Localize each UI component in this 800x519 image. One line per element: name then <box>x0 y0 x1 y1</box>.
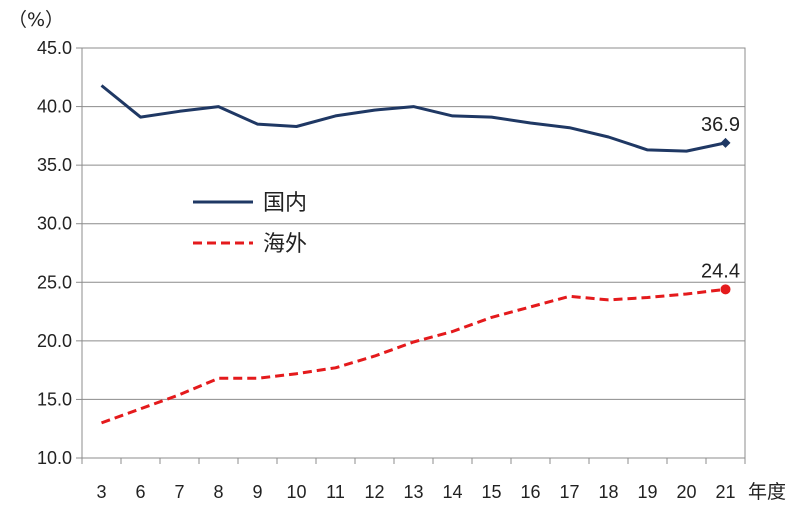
y-tick-label: 40.0 <box>37 97 72 117</box>
series-lines: 36.9 24.4 <box>100 84 740 425</box>
x-tick-label: 10 <box>286 482 306 502</box>
data-label: 36.9 <box>701 114 740 136</box>
x-tick-label: 6 <box>135 482 145 502</box>
y-tick-label: 10.0 <box>37 448 72 468</box>
x-tick-label: 15 <box>481 482 501 502</box>
series-line-2 <box>100 287 726 425</box>
y-tick-label: 15.0 <box>37 389 72 409</box>
y-tick-label: 35.0 <box>37 155 72 175</box>
x-tick-label: 20 <box>676 482 696 502</box>
plot-frame <box>81 47 746 459</box>
x-tick-label: 17 <box>559 482 579 502</box>
x-unit-label: 年度 <box>748 481 786 503</box>
x-tick-label: 21 <box>715 482 735 502</box>
x-tick-label: 14 <box>442 482 462 502</box>
y-axis-ticks: 10.0 15.0 20.0 25.0 30.0 35.0 40.0 45.0 <box>37 38 72 468</box>
series-end-marker <box>720 284 731 295</box>
series-line-1 <box>100 84 726 153</box>
data-label: 24.4 <box>701 260 740 282</box>
x-tick-label: 3 <box>96 482 106 502</box>
legend-label: 国内 <box>263 191 307 216</box>
x-tick-label: 13 <box>403 482 423 502</box>
x-tick-label: 9 <box>252 482 262 502</box>
x-tick-label: 12 <box>364 482 384 502</box>
x-tick-label: 16 <box>520 482 540 502</box>
series-end-marker <box>720 137 731 148</box>
legend-label: 海外 <box>263 232 307 257</box>
y-tick-label: 20.0 <box>37 331 72 351</box>
y-tick-label: 45.0 <box>37 38 72 58</box>
y-tick-label: 30.0 <box>37 214 72 234</box>
x-tick-label: 8 <box>213 482 223 502</box>
x-tick-label: 7 <box>174 482 184 502</box>
y-tick-label: 25.0 <box>37 272 72 292</box>
x-axis-ticks: 3 6 7 8 9 10 11 12 13 14 15 16 17 18 19 20 21 <box>96 482 735 502</box>
x-tick-label: 19 <box>637 482 657 502</box>
x-tick-label: 11 <box>326 482 345 502</box>
x-tick-label: 18 <box>598 482 618 502</box>
y-unit-label: （%） <box>8 9 64 31</box>
